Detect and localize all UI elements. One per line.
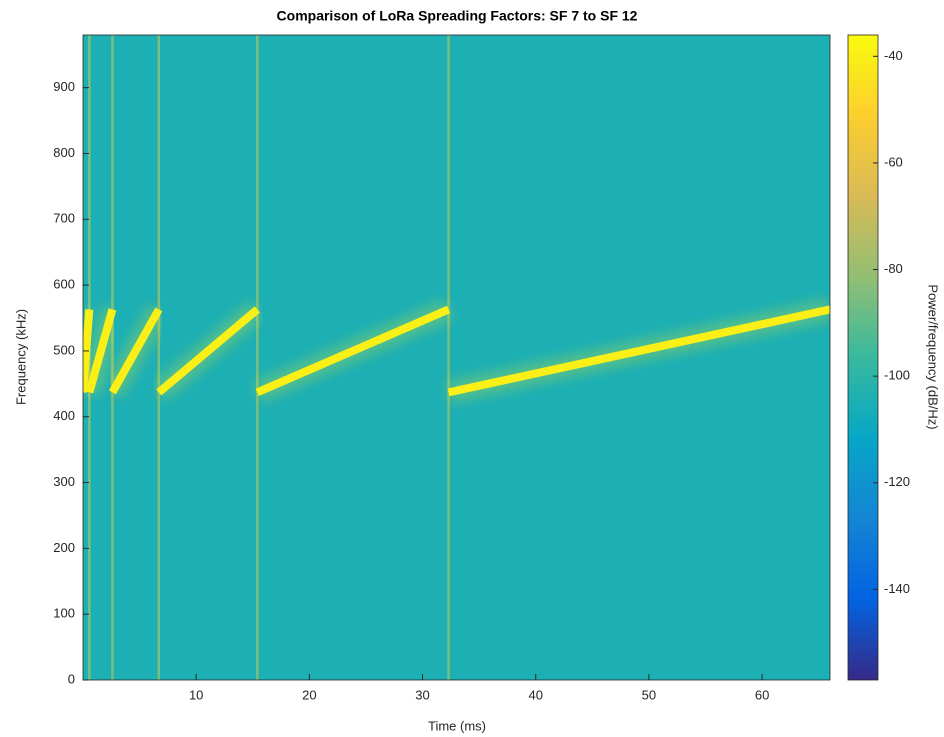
- x-tick-label: 60: [755, 687, 769, 702]
- x-tick-label: 40: [528, 687, 542, 702]
- plot-area: [83, 35, 830, 680]
- x-tick-label: 30: [415, 687, 429, 702]
- chirp: [255, 305, 451, 397]
- plot-frame: [82, 34, 831, 681]
- colorbar: [847, 34, 879, 681]
- y-tick-label: 100: [53, 606, 75, 621]
- chirp: [156, 306, 260, 396]
- colorbar-tick-label: -80: [884, 261, 903, 276]
- colorbar-tick-label: -60: [884, 154, 903, 169]
- x-tick-label: 20: [302, 687, 316, 702]
- x-tick-label: 10: [189, 687, 203, 702]
- chart-title: Comparison of LoRa Spreading Factors: SF…: [277, 8, 638, 24]
- colorbar-tick-label: -140: [884, 581, 910, 596]
- x-tick-label: 50: [642, 687, 656, 702]
- y-tick-label: 0: [68, 671, 75, 686]
- colorbar-tick-label: -100: [884, 368, 910, 383]
- chirp: [447, 305, 830, 397]
- chirp: [85, 308, 117, 394]
- axes: 10 20 30 40 50 600100200300400500600700800900…: [53, 34, 910, 702]
- colorbar-tick-label: -40: [884, 48, 903, 63]
- y-tick-label: 200: [53, 540, 75, 555]
- y-tick-label: 700: [53, 211, 75, 226]
- x-axis-label: Time (ms): [428, 718, 486, 733]
- chirp: [108, 307, 163, 395]
- y-tick-label: 500: [53, 342, 75, 357]
- y-tick-label: 900: [53, 79, 75, 94]
- y-tick-label: 400: [53, 408, 75, 423]
- y-axis-label: Frequency (kHz): [13, 309, 28, 405]
- y-tick-label: 600: [53, 277, 75, 292]
- colorbar-label: Power/frequency (dB/Hz): [926, 284, 941, 429]
- colorbar-tick-label: -120: [884, 474, 910, 489]
- y-tick-label: 800: [53, 145, 75, 160]
- y-tick-label: 300: [53, 474, 75, 489]
